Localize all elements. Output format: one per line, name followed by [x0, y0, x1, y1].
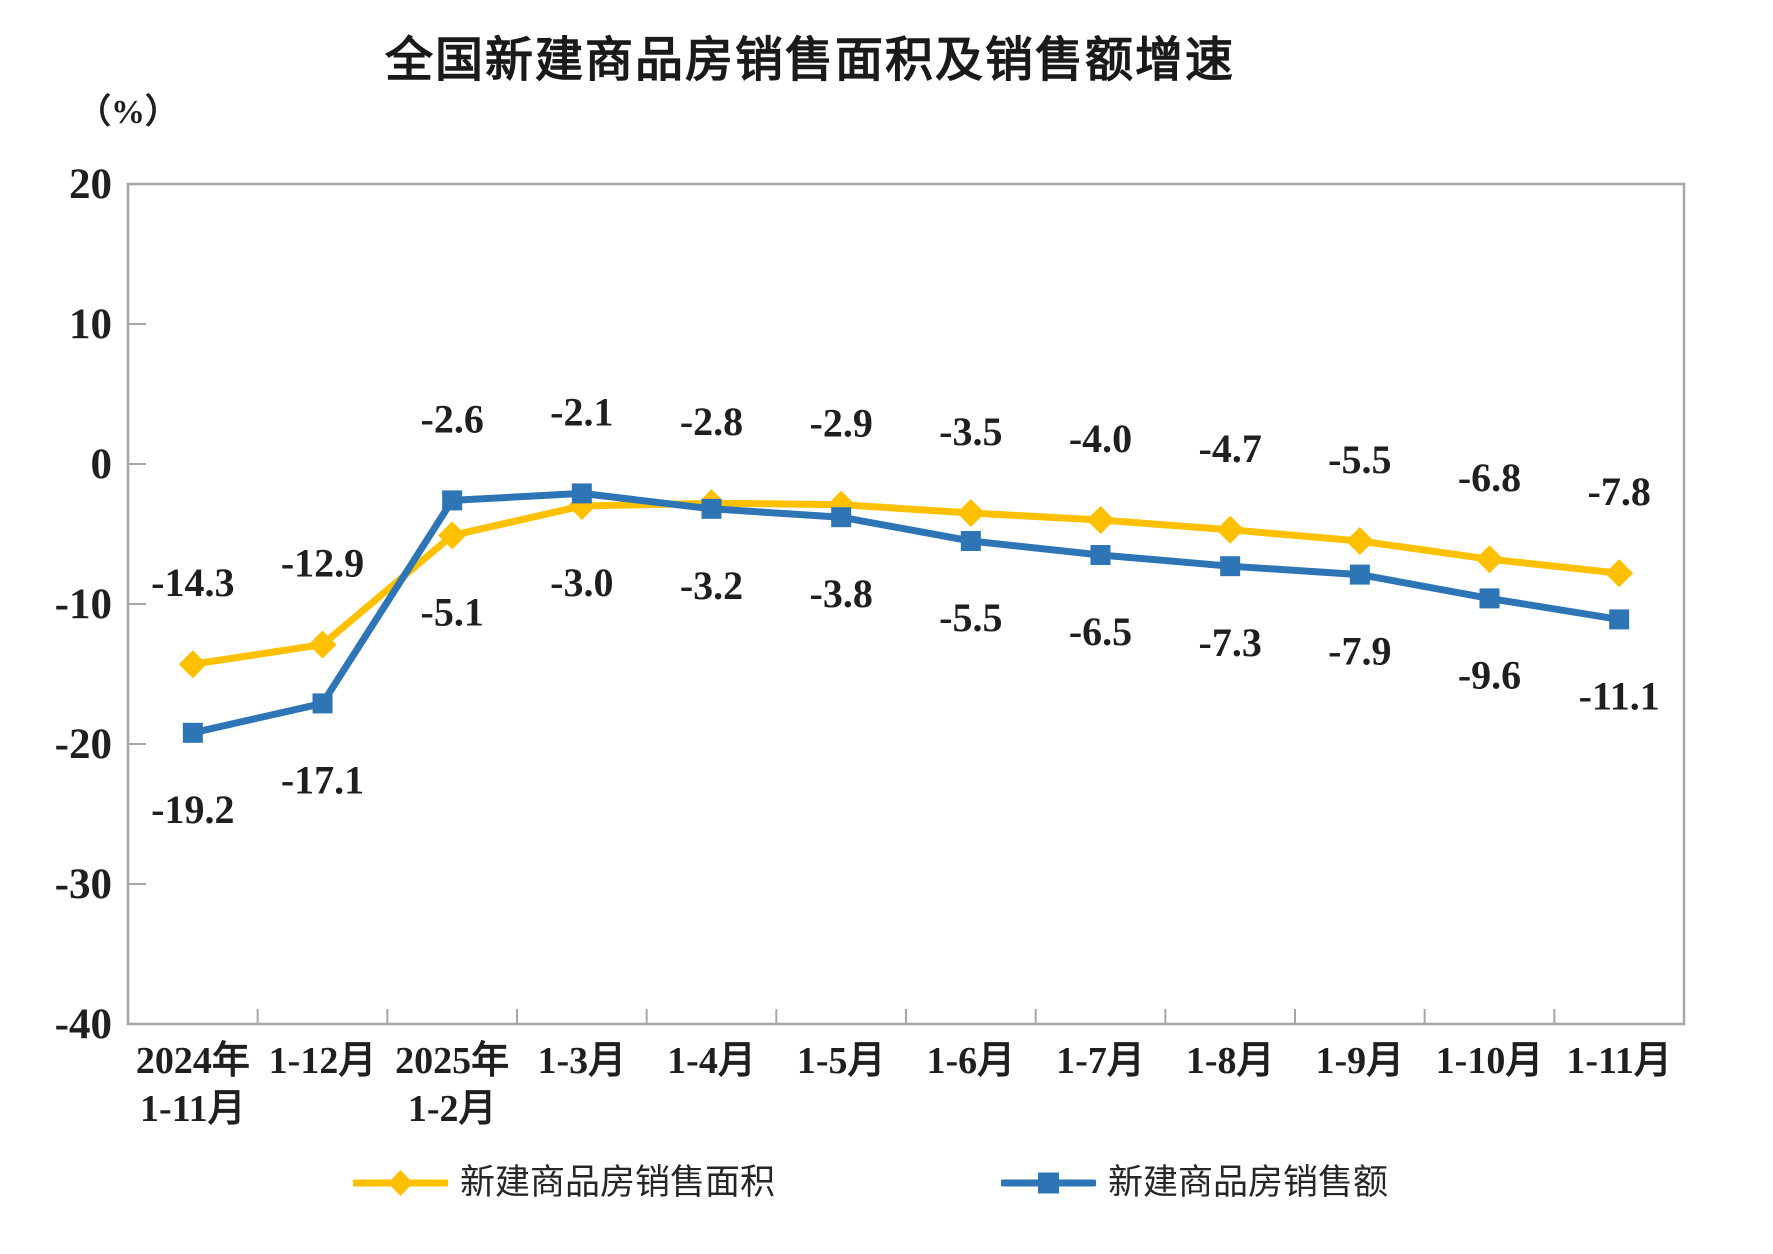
data-point-marker: [1605, 559, 1634, 588]
data-label: -3.8: [810, 571, 873, 616]
data-point-marker: [831, 507, 852, 528]
x-tick-label: 2025年: [395, 1040, 509, 1082]
data-point-marker: [1479, 588, 1500, 609]
legend-swatch-sales-area: [353, 1170, 448, 1196]
x-tick-label: 1-11月: [1566, 1040, 1672, 1082]
data-label: -2.1: [550, 389, 613, 434]
legend-marker-square: [1038, 1172, 1059, 1194]
data-label: -3.5: [939, 409, 1002, 454]
x-tick-label: 1-7月: [1056, 1040, 1145, 1082]
data-point-marker: [1345, 527, 1374, 555]
data-label: -2.9: [810, 401, 873, 446]
data-point-marker: [312, 693, 333, 714]
legend-item-sales-area: 新建商品房销售面积: [353, 1160, 775, 1206]
y-tick-label: 0: [91, 441, 113, 488]
data-label: -5.5: [1328, 437, 1391, 482]
data-label: -4.7: [1199, 426, 1262, 471]
data-point-marker: [1349, 564, 1370, 585]
x-tick-label: 1-3月: [538, 1040, 627, 1082]
data-label: -17.1: [281, 757, 364, 802]
legend-label-sales-amount: 新建商品房销售额: [1108, 1163, 1389, 1202]
legend-swatch-sales-amount: [1001, 1172, 1096, 1194]
data-label: -12.9: [281, 541, 364, 586]
y-tick-label: -20: [55, 721, 112, 768]
x-tick-label: 1-10月: [1436, 1040, 1544, 1082]
x-tick-label: 1-11月: [140, 1088, 246, 1130]
y-tick-label: -40: [55, 1001, 112, 1048]
y-axis-unit-label: （%）: [77, 94, 179, 131]
data-label: -2.6: [421, 396, 484, 441]
x-tick-label: 2024年: [136, 1040, 250, 1082]
x-tick-label: 1-9月: [1316, 1040, 1405, 1082]
y-tick-label: 10: [69, 301, 112, 348]
data-point-marker: [182, 722, 203, 743]
data-label: -7.8: [1588, 469, 1651, 514]
x-tick-label: 1-8月: [1186, 1040, 1275, 1082]
legend-item-sales-amount: 新建商品房销售额: [1001, 1160, 1388, 1206]
x-tick-label: 1-2月: [408, 1088, 497, 1130]
legend-label-sales-area: 新建商品房销售面积: [460, 1163, 776, 1202]
data-point-marker: [956, 499, 985, 527]
data-point-marker: [1475, 545, 1504, 574]
x-tick-label: 1-6月: [927, 1040, 1016, 1082]
x-tick-label: 1-12月: [269, 1040, 377, 1082]
series-line-1: [189, 489, 1623, 737]
data-point-marker: [1090, 545, 1111, 565]
series-line-0: [189, 499, 1623, 668]
x-tick-label: 1-4月: [667, 1040, 756, 1082]
data-label: -6.5: [1069, 609, 1132, 654]
data-point-marker: [438, 521, 467, 550]
legend-marker-diamond: [388, 1170, 413, 1196]
data-label: -5.1: [421, 589, 484, 634]
y-tick-label: 20: [69, 161, 112, 208]
data-point-marker: [1216, 515, 1245, 544]
data-label: -9.6: [1458, 652, 1521, 697]
data-label: -5.5: [939, 595, 1002, 640]
chart-title: 全国新建商品房销售面积及销售额增速: [384, 34, 1235, 87]
data-point-marker: [442, 490, 463, 511]
plot-border: [126, 182, 1686, 1026]
data-label: -7.9: [1328, 629, 1391, 674]
data-point-marker: [1086, 506, 1115, 534]
data-point-marker: [701, 498, 722, 519]
data-point-marker: [308, 630, 337, 659]
data-label: -11.1: [1579, 673, 1660, 718]
data-point-marker: [1609, 609, 1630, 630]
data-point-marker: [571, 483, 592, 504]
data-label: -19.2: [151, 787, 234, 832]
y-tick-label: -30: [55, 861, 112, 908]
data-label: -3.2: [680, 563, 743, 608]
data-label: -6.8: [1458, 455, 1521, 500]
data-label: -14.3: [151, 560, 234, 605]
data-point-marker: [1220, 556, 1241, 577]
data-label: -2.8: [680, 399, 743, 444]
data-point-marker: [178, 650, 207, 679]
data-label: -7.3: [1199, 620, 1262, 665]
x-tick-label: 1-5月: [797, 1040, 886, 1082]
data-point-marker: [960, 531, 981, 551]
y-tick-label: -10: [55, 581, 112, 628]
data-label: -4.0: [1069, 416, 1132, 461]
data-label: -3.0: [550, 560, 613, 605]
